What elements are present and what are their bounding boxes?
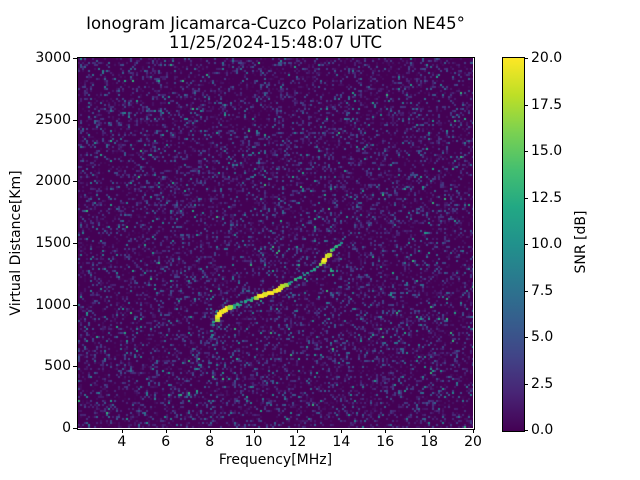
x-tick-label: 16 bbox=[376, 434, 395, 450]
y-tick-mark bbox=[73, 58, 77, 59]
y-axis-label: Virtual Distance[Km] bbox=[8, 170, 24, 316]
colorbar-gradient bbox=[502, 57, 525, 432]
colorbar-tick-mark bbox=[524, 337, 528, 338]
colorbar-tick-mark bbox=[524, 290, 528, 292]
x-tick-mark bbox=[341, 429, 343, 433]
y-tick-label: 1500 bbox=[35, 235, 71, 251]
x-tick-label: 10 bbox=[244, 434, 263, 450]
y-tick-label: 3000 bbox=[35, 50, 71, 66]
x-tick-label: 14 bbox=[332, 434, 351, 450]
y-tick-mark bbox=[73, 243, 77, 244]
y-tick-label: 0 bbox=[62, 420, 71, 436]
x-tick-mark bbox=[473, 429, 474, 433]
colorbar-tick-label: 7.5 bbox=[531, 282, 554, 299]
chart-title: Ionogram Jicamarca-Cuzco Polarization NE… bbox=[86, 14, 465, 33]
colorbar-tick-mark bbox=[524, 58, 528, 59]
x-tick-mark bbox=[209, 429, 211, 433]
colorbar-tick-label: 17.5 bbox=[531, 96, 563, 113]
y-tick-label: 1000 bbox=[35, 296, 71, 313]
x-tick-mark bbox=[297, 429, 299, 433]
colorbar-tick-label: 10.0 bbox=[531, 236, 563, 252]
colorbar-tick-mark bbox=[524, 430, 528, 431]
x-tick-label: 6 bbox=[161, 434, 171, 450]
y-tick-mark bbox=[73, 181, 77, 183]
x-tick-mark bbox=[253, 429, 255, 433]
colorbar-tick-label: 5.0 bbox=[531, 329, 554, 345]
colorbar-tick-label: 2.5 bbox=[531, 375, 554, 392]
y-tick-mark bbox=[73, 428, 77, 429]
colorbar-tick-mark bbox=[524, 244, 528, 245]
plot-area bbox=[77, 57, 475, 430]
heatmap-canvas bbox=[78, 58, 473, 428]
colorbar-tick-label: 20.0 bbox=[531, 50, 563, 66]
y-tick-label: 500 bbox=[44, 358, 71, 375]
x-tick-mark bbox=[165, 429, 167, 433]
x-tick-mark bbox=[121, 429, 123, 433]
y-tick-label: 2000 bbox=[35, 173, 71, 190]
colorbar-tick-label: 0.0 bbox=[531, 422, 554, 438]
x-tick-label: 8 bbox=[205, 434, 215, 450]
y-tick-mark bbox=[73, 119, 77, 121]
x-tick-label: 20 bbox=[464, 434, 482, 450]
colorbar-tick-mark bbox=[524, 383, 528, 385]
y-tick-mark bbox=[73, 304, 77, 306]
colorbar-tick-mark bbox=[524, 104, 528, 106]
colorbar-tick-mark bbox=[524, 197, 528, 199]
colorbar-tick-label: 15.0 bbox=[531, 143, 563, 159]
colorbar-label: SNR [dB] bbox=[573, 210, 589, 274]
y-tick-label: 2500 bbox=[35, 111, 71, 128]
x-tick-label: 12 bbox=[288, 434, 307, 450]
x-tick-label: 4 bbox=[117, 434, 127, 450]
y-tick-mark bbox=[73, 366, 77, 368]
colorbar-tick-label: 12.5 bbox=[531, 189, 563, 206]
x-tick-mark bbox=[429, 429, 431, 433]
colorbar-tick-mark bbox=[524, 151, 528, 152]
chart-subtitle: 11/25/2024-15:48:07 UTC bbox=[168, 33, 383, 52]
x-tick-mark bbox=[385, 429, 387, 433]
x-axis-label: Frequency[MHz] bbox=[218, 452, 333, 468]
x-tick-label: 18 bbox=[420, 434, 439, 450]
